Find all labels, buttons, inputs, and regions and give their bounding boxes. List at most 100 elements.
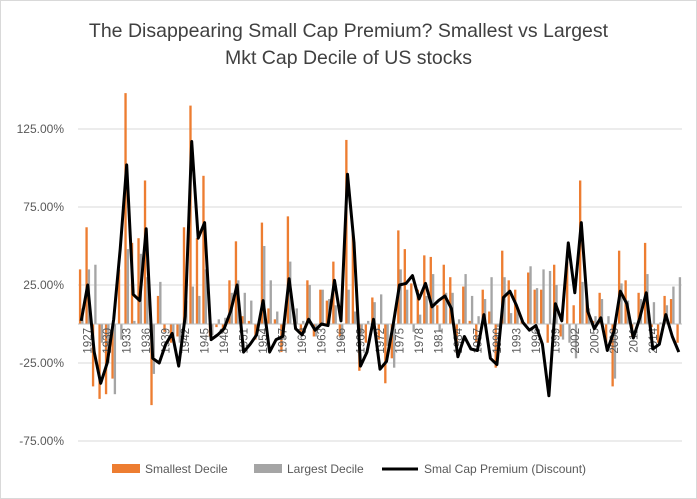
x-tick-label: 1948 (219, 328, 231, 354)
bar-smallest-decile (78, 269, 82, 324)
bar-largest-decile (529, 266, 532, 324)
bar-largest-decile (373, 302, 376, 324)
bar-smallest-decile (462, 286, 465, 324)
y-tick-label: 25.00% (23, 278, 64, 292)
bar-largest-decile (347, 289, 350, 324)
bar-smallest-decile (351, 233, 355, 324)
bar-largest-decile (269, 280, 272, 324)
bar-smallest-decile (533, 289, 536, 324)
bar-largest-decile (334, 305, 337, 324)
bar-smallest-decile (468, 320, 471, 324)
bar-largest-decile (483, 299, 487, 324)
bar-largest-decile (652, 302, 656, 324)
bar-largest-decile (548, 270, 552, 324)
bar-smallest-decile (150, 324, 153, 406)
bar-smallest-decile (527, 272, 530, 324)
bar-largest-decile (568, 324, 571, 343)
bar-smallest-decile (137, 238, 140, 324)
bar-largest-decile (360, 324, 363, 337)
bar-smallest-decile (124, 93, 127, 325)
bar-smallest-decile (364, 324, 368, 343)
bar-largest-decile (354, 311, 357, 324)
bar-smallest-decile (488, 311, 491, 324)
bar-largest-decile (535, 288, 539, 324)
x-tick-label: 1963 (317, 328, 329, 354)
bar-largest-decile (444, 292, 448, 324)
bar-smallest-decile (247, 320, 251, 324)
bar-largest-decile (341, 324, 344, 340)
bar-largest-decile (633, 322, 636, 324)
bar-smallest-decile (663, 295, 666, 324)
bar-largest-decile (509, 313, 513, 324)
bar-largest-decile (159, 281, 162, 324)
bar-largest-decile (607, 316, 610, 324)
bar-smallest-decile (228, 280, 231, 324)
bar-largest-decile (217, 319, 220, 324)
bar-largest-decile (113, 324, 117, 395)
bar-smallest-decile (299, 324, 303, 332)
bar-largest-decile (133, 320, 136, 324)
bar-largest-decile (418, 314, 422, 324)
bar-largest-decile (399, 269, 402, 324)
bar-smallest-decile (254, 324, 257, 340)
bar-smallest-decile (429, 256, 432, 324)
premium-line (79, 140, 681, 398)
legend-label-smallest: Smallest Decile (145, 462, 228, 476)
bar-largest-decile (496, 324, 500, 328)
bar-smallest-decile (546, 324, 549, 343)
bar-largest-decile (295, 308, 298, 324)
bar-smallest-decile (156, 295, 160, 324)
bar-smallest-decile (416, 289, 419, 324)
bar-largest-decile (211, 324, 214, 335)
bar-largest-decile (613, 324, 617, 379)
x-tick-label: 1966 (336, 328, 348, 354)
bar-largest-decile (94, 264, 97, 324)
bar-smallest-decile (234, 241, 238, 324)
bar-largest-decile (542, 269, 545, 324)
bar-smallest-decile (241, 316, 244, 324)
bar-smallest-decile (572, 305, 575, 324)
y-axis-labels: 125.00% 75.00% 25.00% -25.00% -75.00% (17, 122, 65, 448)
bar-largest-decile (367, 320, 370, 324)
bar-largest-decile (263, 246, 266, 324)
bar-smallest-decile (436, 305, 439, 324)
bar-smallest-decile (189, 105, 192, 324)
legend-label-premium: Smal Cap Premium (Discount) (424, 462, 586, 476)
bar-smallest-decile (98, 324, 101, 399)
bar-largest-decile (276, 311, 279, 324)
x-tick-label: 2002 (570, 328, 582, 354)
legend-label-largest: Largest Decile (287, 462, 364, 476)
bar-smallest-decile (176, 324, 179, 337)
x-tick-label: 1933 (122, 328, 134, 354)
bar-smallest-decile (104, 324, 108, 395)
bar-smallest-decile (403, 249, 406, 324)
y-tick-label: -75.00% (19, 434, 64, 448)
bar-smallest-decile (442, 264, 445, 324)
bar-smallest-decile (669, 299, 673, 324)
bar-largest-decile (581, 281, 584, 324)
bar-smallest-decile (643, 242, 647, 324)
bar-largest-decile (386, 324, 389, 346)
bar-largest-decile (392, 324, 396, 368)
bar-smallest-decile (637, 292, 640, 324)
x-tick-label: 1945 (200, 328, 212, 354)
bar-largest-decile (477, 316, 480, 324)
x-tick-label: 2005 (589, 328, 601, 354)
bar-smallest-decile (604, 324, 608, 343)
bar-smallest-decile (397, 230, 400, 324)
bar-largest-decile (412, 324, 415, 332)
bar-smallest-decile (163, 324, 166, 332)
bar-smallest-decile (514, 289, 517, 324)
legend-swatch-smallest (112, 464, 140, 473)
bar-largest-decile (204, 269, 207, 324)
bar-largest-decile (152, 324, 156, 374)
bar-largest-decile (380, 294, 383, 324)
bar-smallest-decile (553, 264, 556, 324)
bar-smallest-decile (598, 292, 601, 324)
bar-largest-decile (126, 249, 130, 324)
bar-smallest-decile (195, 238, 199, 324)
bar-largest-decile (302, 320, 305, 324)
bar-smallest-decile (410, 283, 413, 324)
bar-largest-decile (431, 274, 435, 324)
